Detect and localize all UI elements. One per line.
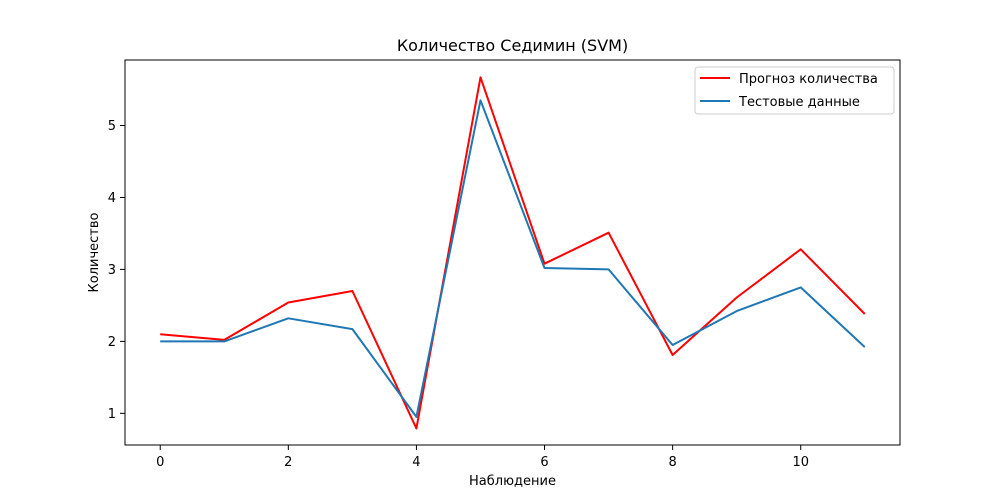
legend-box	[694, 66, 895, 115]
x-axis-label: Наблюдение	[469, 474, 556, 489]
y-tick-label: 5	[108, 119, 116, 134]
legend: Прогноз количества Тестовые данные	[694, 66, 895, 115]
y-tick-label: 3	[108, 263, 116, 278]
series-line-test-data	[160, 99, 866, 418]
series-line-forecast	[160, 76, 866, 430]
y-tick-label: 4	[108, 191, 116, 206]
x-tick-label: 0	[156, 455, 164, 470]
x-axis-ticks: 0 2 4 6 8 10	[156, 445, 809, 470]
x-tick-label: 2	[284, 455, 292, 470]
y-axis-label: Количество	[87, 212, 102, 292]
legend-label-forecast: Прогноз количества	[739, 72, 878, 87]
y-tick-label: 2	[108, 335, 116, 350]
x-tick-label: 8	[668, 455, 676, 470]
y-axis-ticks: 1 2 3 4 5	[108, 119, 125, 422]
legend-label-test-data: Тестовые данные	[738, 95, 860, 110]
x-tick-label: 4	[412, 455, 420, 470]
series-lines	[160, 76, 866, 430]
x-tick-label: 10	[792, 455, 809, 470]
x-tick-label: 6	[540, 455, 548, 470]
plot-area-frame	[124, 59, 901, 446]
y-tick-label: 1	[108, 407, 116, 422]
chart-title: Количество Седимин (SVM)	[397, 36, 628, 55]
